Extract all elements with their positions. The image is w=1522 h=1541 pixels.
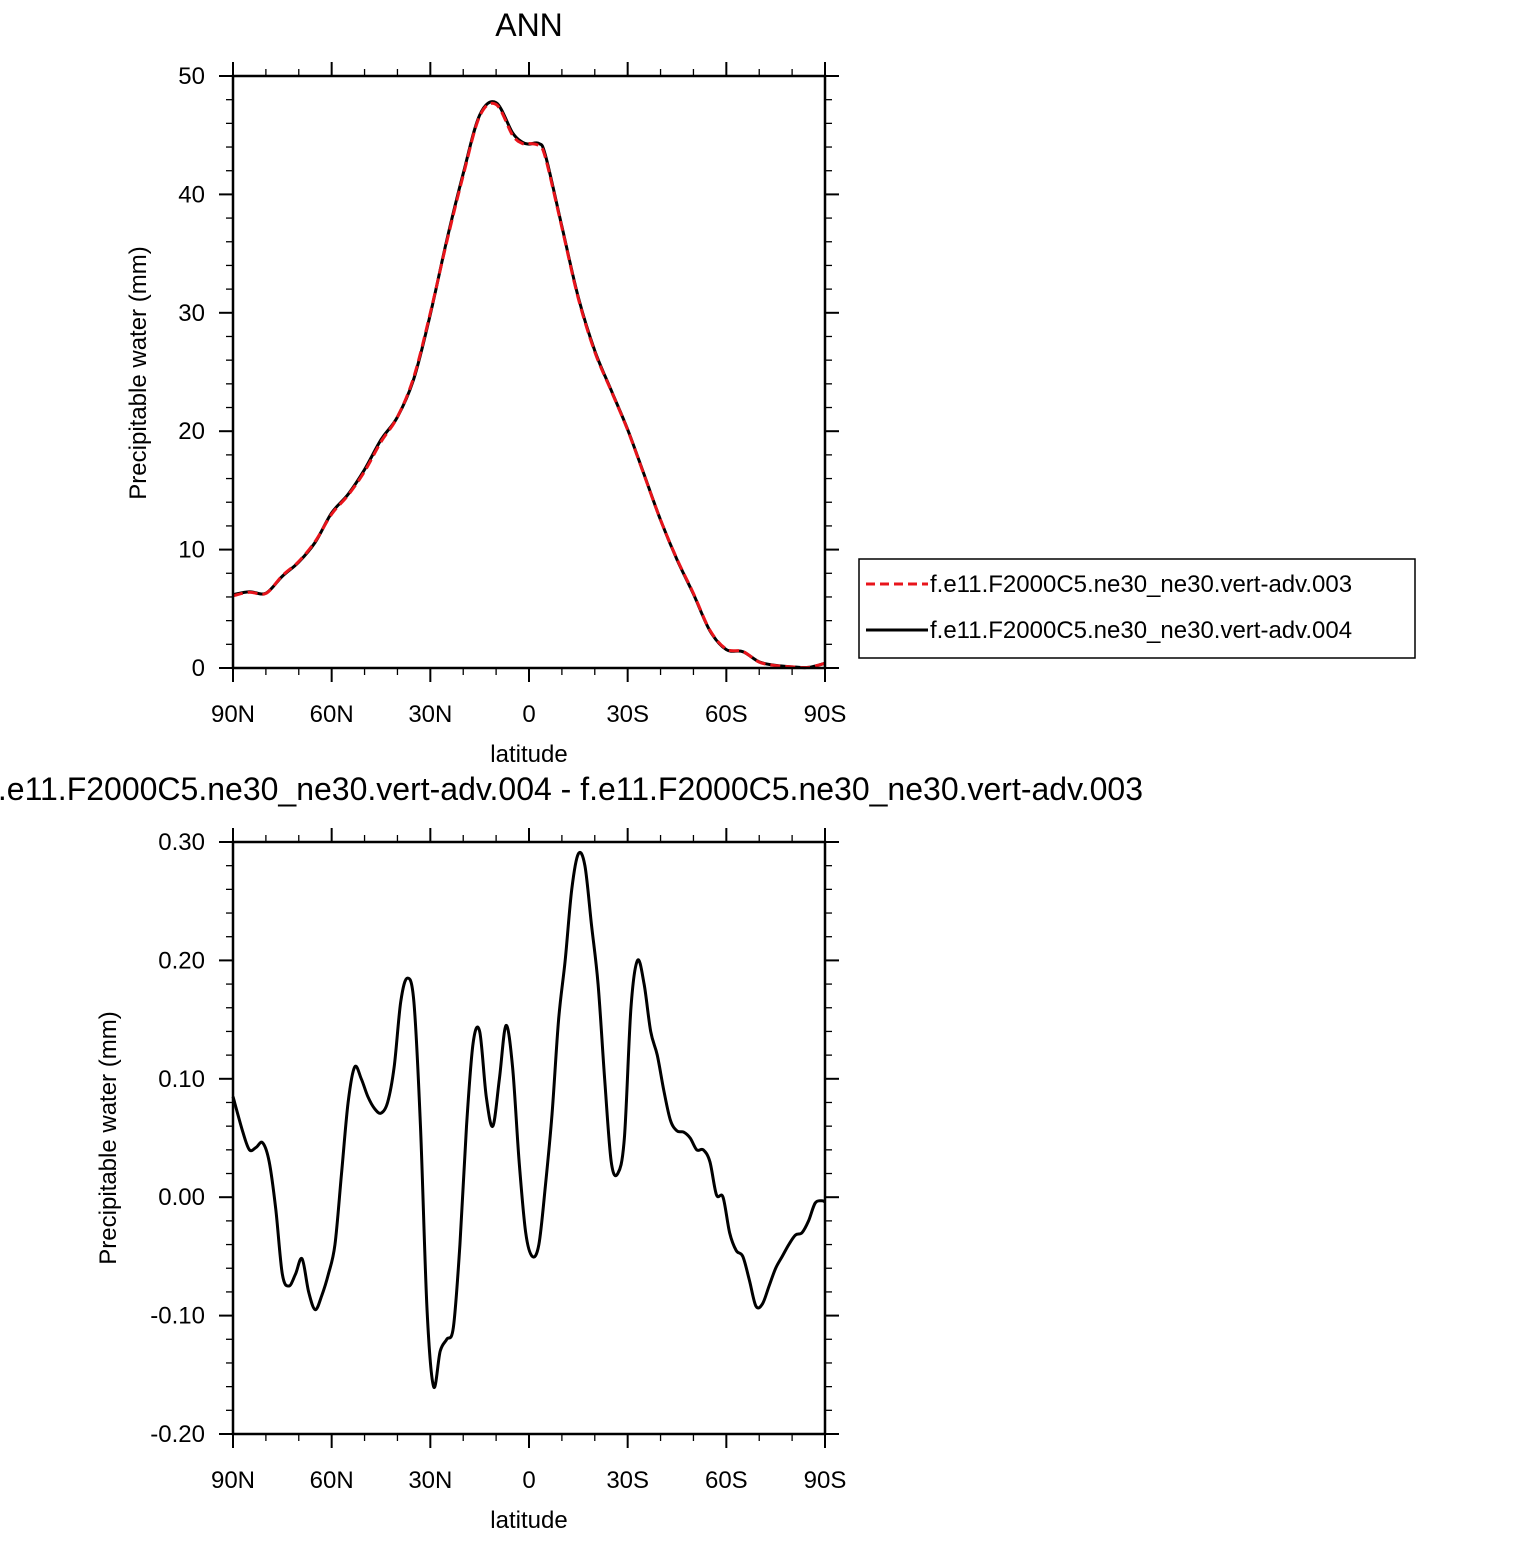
legend-box (858, 558, 1416, 659)
x-tick-label: 30N (408, 701, 452, 728)
series-line-004 (232, 100, 826, 670)
series-line-003 (232, 101, 826, 670)
y-tick-label: 10 (178, 537, 205, 564)
y-tick-label: 50 (178, 63, 205, 90)
x-tick-label: 0 (522, 701, 535, 728)
x-tick-label: 30N (408, 1467, 452, 1494)
x-tick-label: 30S (606, 1467, 649, 1494)
y-tick-label: 0 (192, 655, 205, 682)
x-tick-label: 60S (705, 1467, 748, 1494)
x-tick-label: 90N (211, 1467, 255, 1494)
top-x-axis-label: latitude (490, 741, 567, 768)
x-tick-label: 30S (606, 701, 649, 728)
panel-top: ANN Precipitable water (mm) latitude 90N… (125, 7, 846, 768)
x-tick-label: 60N (310, 1467, 354, 1494)
top-plot-frame (231, 74, 827, 670)
top-y-axis-label: Precipitable water (mm) (125, 246, 152, 499)
panel-bottom: f.e11.F2000C5.ne30_ne30.vert-adv.004 - f… (0, 771, 1143, 1534)
y-tick-label: 0.10 (158, 1066, 205, 1093)
y-tick-label: 0.00 (158, 1184, 205, 1211)
x-tick-label: 90S (804, 701, 847, 728)
x-tick-label: 0 (522, 1467, 535, 1494)
y-tick-label: 30 (178, 300, 205, 327)
x-tick-label: 60S (705, 701, 748, 728)
y-tick-label: 0.20 (158, 947, 205, 974)
bottom-ticks (219, 828, 839, 1448)
bottom-y-axis-label: Precipitable water (mm) (95, 1011, 122, 1264)
x-tick-label: 90S (804, 1467, 847, 1494)
y-tick-label: -0.10 (150, 1303, 205, 1330)
legend-label-003: f.e11.F2000C5.ne30_ne30.vert-adv.003 (930, 571, 1352, 598)
y-tick-label: -0.20 (150, 1421, 205, 1448)
series-line-difference (231, 850, 826, 1389)
bottom-chart-title: f.e11.F2000C5.ne30_ne30.vert-adv.004 - f… (0, 771, 1143, 807)
bottom-tick-labels: 90N 60N 30N 0 30S 60S 90S -0.20 -0.10 0.00 0.10 0.2… (150, 829, 846, 1494)
y-tick-label: 20 (178, 418, 205, 445)
top-ticks (219, 62, 839, 682)
top-tick-labels: 90N 60N 30N 0 30S 60S 90S 0 10 20 30 40 50 (178, 63, 846, 728)
x-tick-label: 90N (211, 701, 255, 728)
bottom-x-axis-label: latitude (490, 1507, 567, 1534)
x-tick-label: 60N (310, 701, 354, 728)
top-chart-title: ANN (495, 7, 563, 43)
bottom-plot-frame (231, 840, 827, 1436)
y-tick-label: 40 (178, 181, 205, 208)
y-tick-label: 0.30 (158, 829, 205, 856)
bottom-series-lines (231, 850, 826, 1389)
legend: f.e11.F2000C5.ne30_ne30.vert-adv.003 f.e… (858, 558, 1416, 659)
top-series-lines (232, 100, 826, 670)
legend-label-004: f.e11.F2000C5.ne30_ne30.vert-adv.004 (930, 617, 1352, 644)
